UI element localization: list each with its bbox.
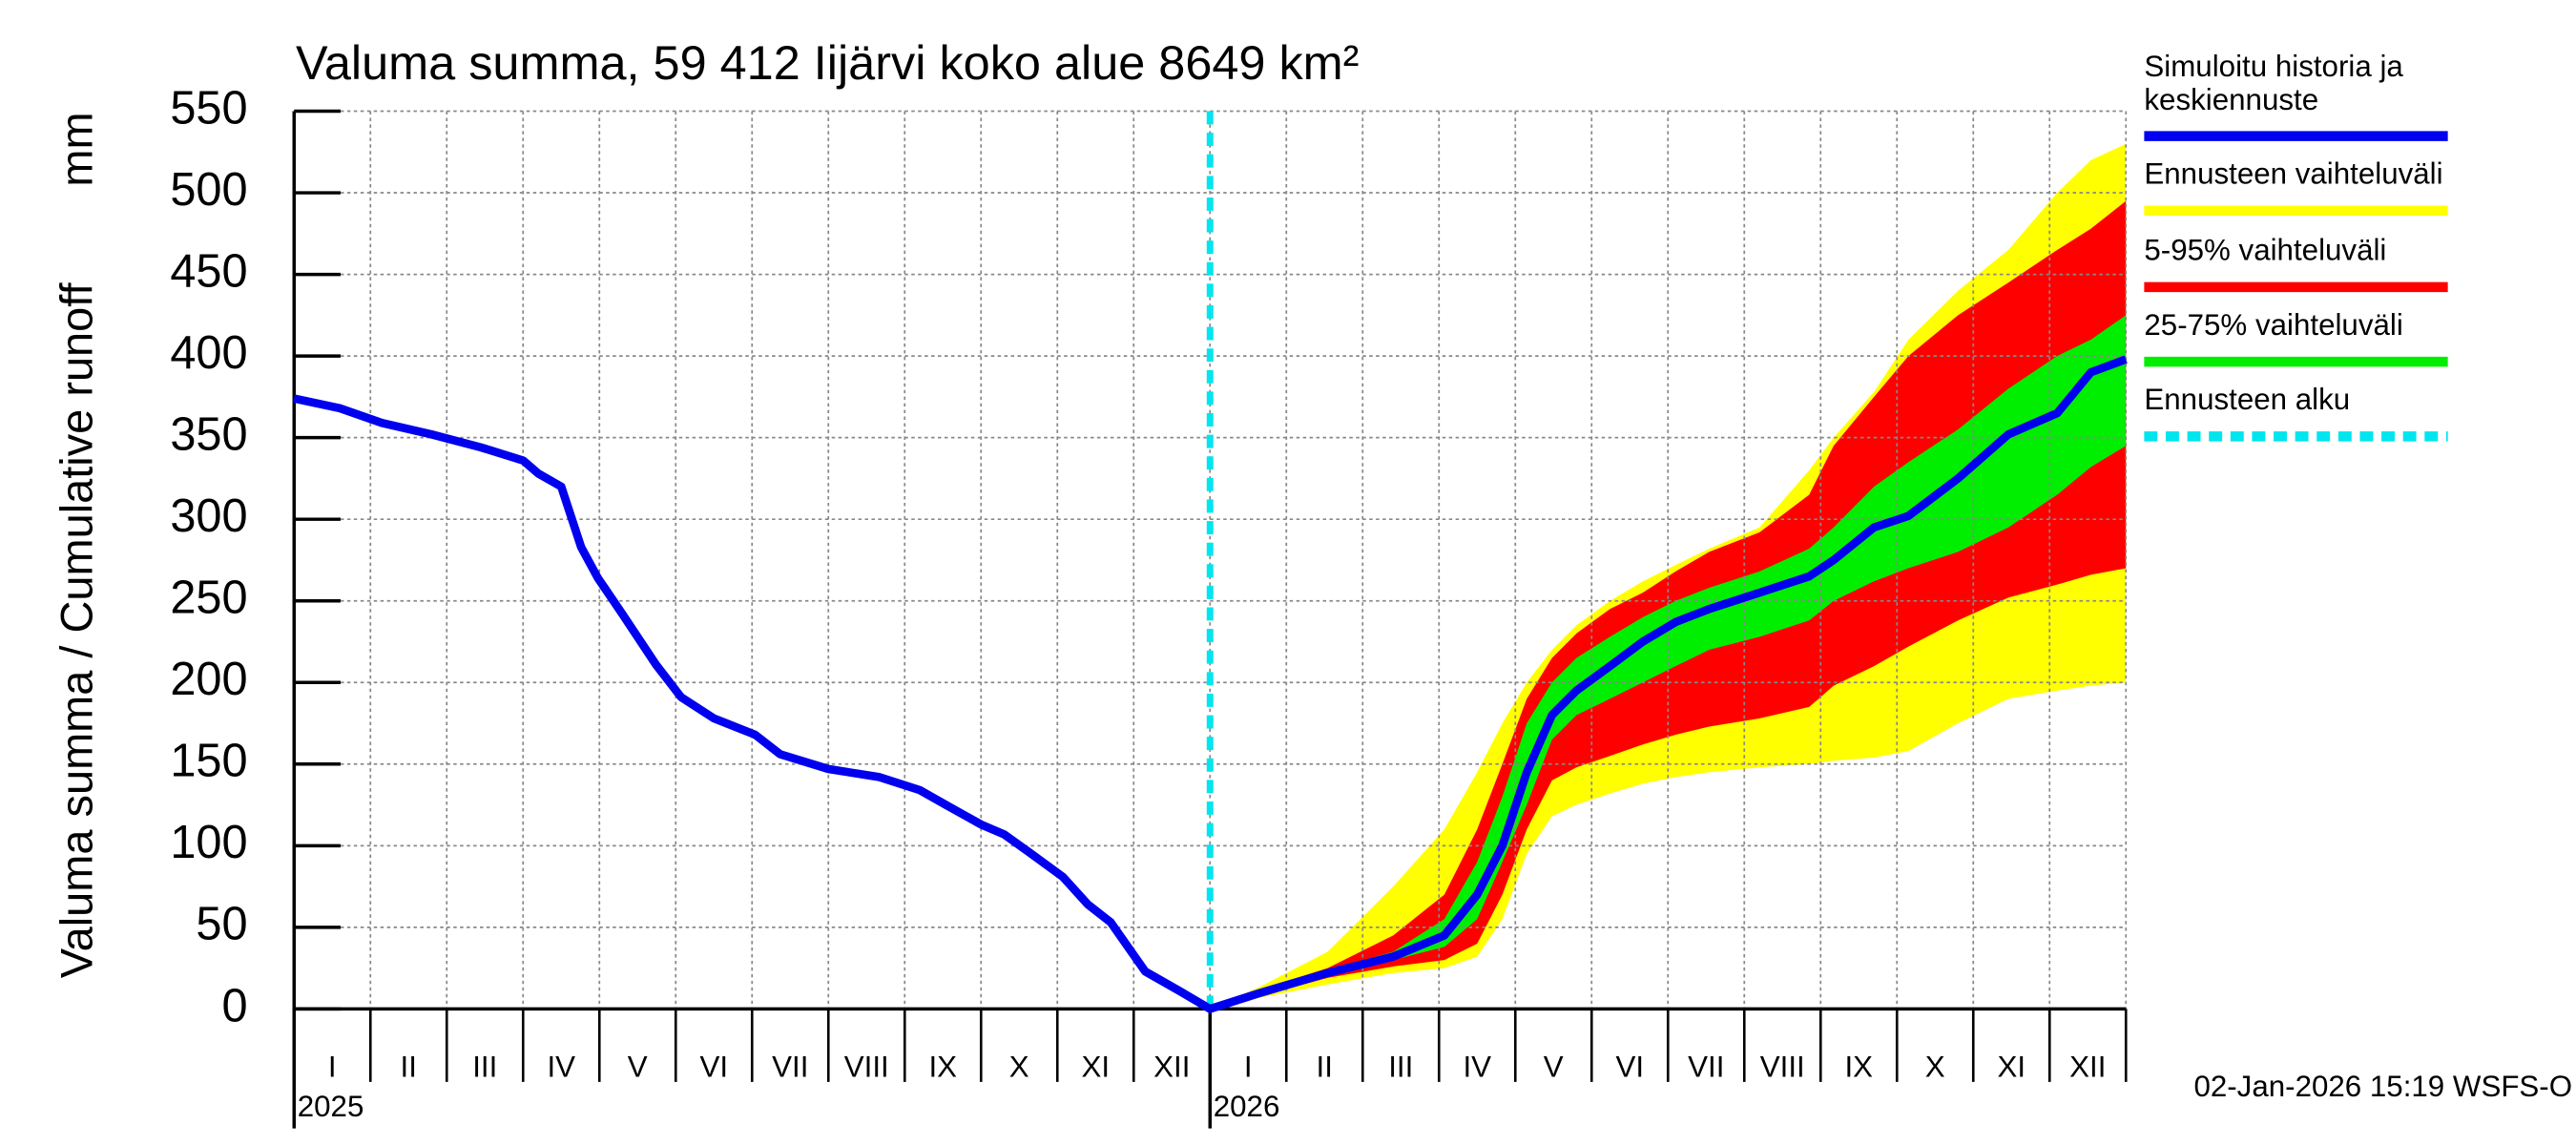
legend-label-box: Simuloitu historia ja keskiennuste: [2144, 50, 2403, 116]
y-tick-label: 150: [170, 736, 247, 787]
y-tick-label: 100: [170, 817, 247, 868]
legend-label: 5-95% vaihteluväli: [2144, 234, 2386, 267]
x-tick-label: III: [1388, 1050, 1413, 1083]
x-tick-label: X: [1925, 1050, 1945, 1083]
x-tick-label: XI: [1997, 1050, 2025, 1083]
x-tick-label: II: [1317, 1050, 1333, 1083]
y-tick-label: 500: [170, 164, 247, 216]
x-tick-label: IV: [547, 1050, 575, 1083]
x-tick-label: XII: [2069, 1050, 2106, 1083]
x-tick-label: III: [472, 1050, 497, 1083]
x-tick-label: VII: [772, 1050, 808, 1083]
x-tick-label: V: [628, 1050, 648, 1083]
x-tick-label: XII: [1153, 1050, 1190, 1083]
x-tick-label: VII: [1688, 1050, 1724, 1083]
x-tick-label: IV: [1463, 1050, 1491, 1083]
y-tick-label: 550: [170, 82, 247, 134]
year-label: 2026: [1214, 1090, 1280, 1123]
x-tick-label: VI: [699, 1050, 728, 1083]
y-tick-label: 350: [170, 409, 247, 461]
x-tick-label: XI: [1081, 1050, 1110, 1083]
x-tick-label: IX: [1844, 1050, 1873, 1083]
y-tick-label: 50: [196, 899, 247, 950]
y-tick-label: 250: [170, 572, 247, 624]
x-tick-label: VIII: [844, 1050, 889, 1083]
forecast-band: [1210, 315, 2127, 1010]
x-tick-label: X: [1009, 1050, 1029, 1083]
y-axis-label: Valuma summa / Cumulative runoff: [51, 282, 101, 979]
chart-title: Valuma summa, 59 412 Iijärvi koko alue 8…: [296, 35, 1359, 90]
x-tick-label: II: [401, 1050, 417, 1083]
x-tick-label: I: [1244, 1050, 1253, 1083]
footer: 02-Jan-2026 15:19 WSFS-O: [2193, 1070, 2572, 1103]
legend-label: Simuloitu historia ja keskiennuste: [2144, 50, 2403, 116]
y-tick-label: 200: [170, 654, 247, 705]
legend-label: Ennusteen vaihteluväli: [2144, 157, 2442, 191]
series-line: [293, 355, 2128, 1013]
x-tick-label: VIII: [1760, 1050, 1805, 1083]
x-tick-label: V: [1544, 1050, 1564, 1083]
x-tick-label: IX: [928, 1050, 957, 1083]
year-label: 2025: [298, 1090, 364, 1123]
x-tick-label: VI: [1615, 1050, 1644, 1083]
legend-label: 25-75% vaihteluväli: [2144, 308, 2402, 342]
y-axis-unit: mm: [51, 112, 101, 186]
x-tick-label: I: [328, 1050, 337, 1083]
y-tick-label: 450: [170, 245, 247, 297]
y-tick-label: 400: [170, 327, 247, 379]
y-tick-label: 300: [170, 490, 247, 542]
legend-label: Ennusteen alku: [2144, 383, 2350, 416]
y-tick-label: 0: [221, 980, 247, 1031]
